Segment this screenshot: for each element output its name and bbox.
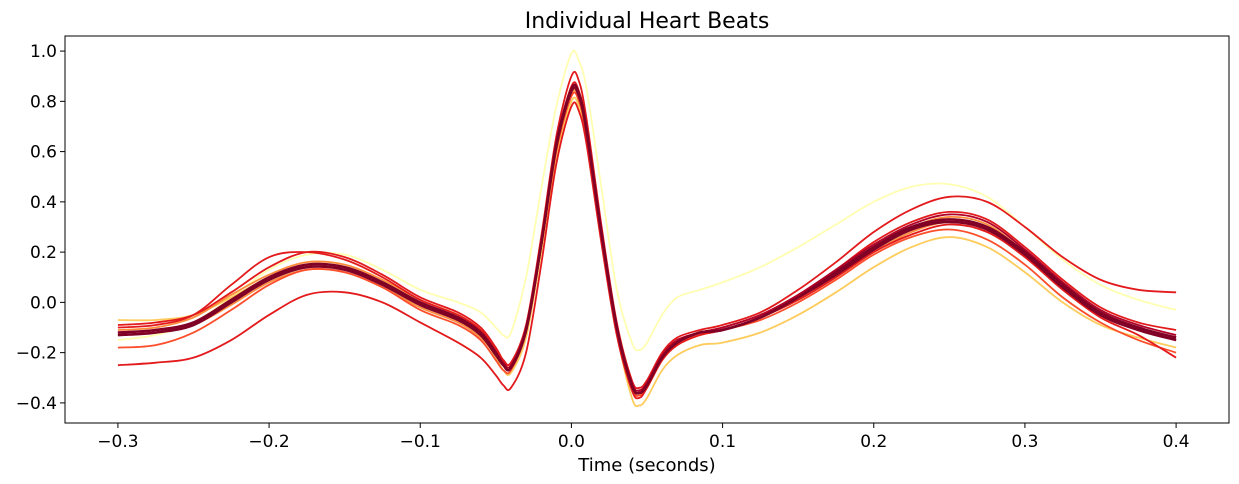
- x-tick-label: 0.1: [709, 432, 736, 452]
- x-tick-label: 0.3: [1011, 432, 1038, 452]
- y-tick-label: −0.2: [16, 344, 57, 364]
- y-tick-label: 0.8: [30, 92, 57, 112]
- plot-area: [117, 49, 1177, 408]
- y-axis: −0.4 −0.2 0.0 0.2 0.4 0.6 0.8 1.0: [16, 42, 65, 414]
- x-tick-label: −0.2: [248, 432, 289, 452]
- series-line-1: [117, 49, 1177, 352]
- series-line-7: [117, 101, 1177, 400]
- y-tick-label: −0.4: [16, 394, 57, 414]
- y-tick-label: 0.4: [30, 193, 57, 213]
- x-tick-label: 0.4: [1163, 432, 1190, 452]
- x-tick-label: −0.3: [97, 432, 138, 452]
- axes-frame: [64, 35, 1230, 424]
- y-tick-label: 0.6: [30, 143, 57, 163]
- y-tick-label: 1.0: [30, 42, 57, 62]
- y-tick-label: 0.0: [30, 293, 57, 313]
- chart-title: Individual Heart Beats: [525, 9, 770, 34]
- x-tick-label: −0.1: [400, 432, 441, 452]
- x-axis: −0.3 −0.2 −0.1 0.0 0.1 0.2 0.3 0.4: [97, 423, 1190, 452]
- x-tick-label: 0.2: [860, 432, 887, 452]
- series-line-12: [117, 86, 1177, 395]
- y-tick-label: 0.2: [30, 243, 57, 263]
- x-tick-label: 0.0: [558, 432, 585, 452]
- x-axis-label: Time (seconds): [577, 455, 715, 476]
